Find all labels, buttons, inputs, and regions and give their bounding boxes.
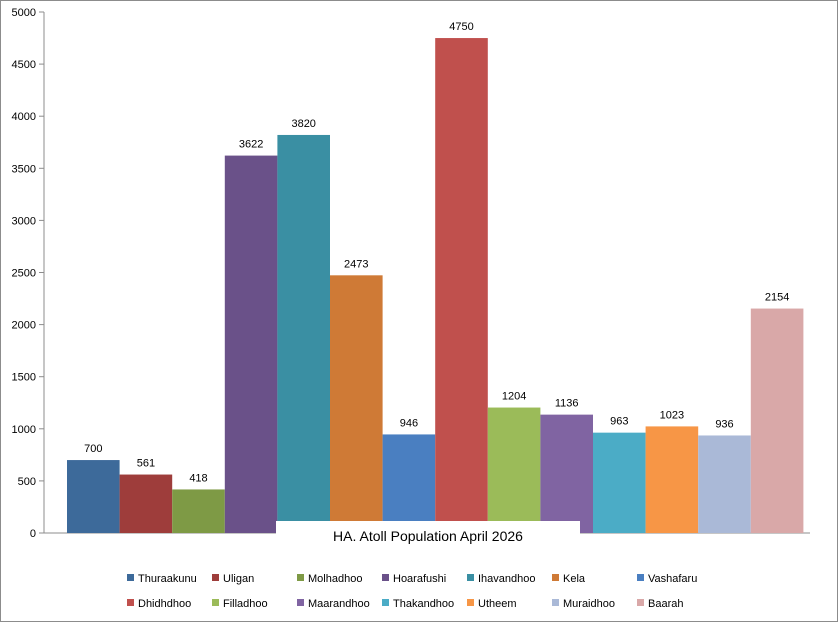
- data-label-filladhoo: 1204: [502, 391, 526, 403]
- data-label-kela: 2473: [344, 258, 368, 270]
- data-label-molhadhoo: 418: [189, 472, 207, 484]
- title-background: [276, 521, 580, 551]
- bar-ihavandhoo: [277, 134, 330, 533]
- data-label-thakandhoo: 963: [610, 416, 628, 428]
- chart-title: HA. Atoll Population April 2026: [333, 528, 523, 544]
- data-label-thuraakunu: 700: [84, 443, 102, 455]
- legend-label-dhidhdhoo: Dhidhdhoo: [138, 598, 191, 610]
- bar-utheem: [645, 426, 699, 533]
- legend-swatch-baarah: [637, 599, 644, 606]
- legend-label-uligan: Uligan: [223, 573, 254, 585]
- data-label-vashafaru: 946: [400, 417, 418, 429]
- data-labels: 700 561 418 3622 3820 2473 946 4750 1204 1136 963 1…: [84, 21, 789, 484]
- bar-molhadhoo: [172, 489, 225, 533]
- legend-swatch-thuraakunu: [127, 574, 134, 581]
- legend-label-molhadhoo: Molhadhoo: [308, 573, 362, 585]
- legend-swatch-thakandhoo: [382, 599, 389, 606]
- bar-dhidhdhoo: [435, 38, 488, 534]
- bar-thakandhoo: [593, 432, 646, 533]
- legend-swatch-utheem: [467, 599, 474, 606]
- legend-label-kela: Kela: [563, 573, 586, 585]
- data-label-baarah: 2154: [765, 292, 789, 304]
- legend-label-thuraakunu: Thuraakunu: [138, 573, 197, 585]
- legend-swatch-hoarafushi: [382, 574, 389, 581]
- legend-swatch-muraidhoo: [552, 599, 559, 606]
- y-tick-label: 2000: [12, 320, 36, 332]
- legend-swatch-kela: [552, 574, 559, 581]
- bar-vashafaru: [382, 434, 436, 533]
- y-tick-label: 2500: [12, 268, 36, 280]
- y-tick-label: 3500: [12, 163, 36, 175]
- bar-kela: [330, 275, 383, 533]
- legend-swatch-filladhoo: [212, 599, 219, 606]
- y-tick-label: 500: [18, 476, 36, 488]
- legend-swatch-maarandhoo: [297, 599, 304, 606]
- bar-thuraakunu: [67, 460, 120, 533]
- legend-swatch-vashafaru: [637, 574, 644, 581]
- y-tick-label: 5000: [12, 7, 36, 19]
- legend-label-thakandhoo: Thakandhoo: [393, 598, 454, 610]
- data-label-hoarafushi: 3622: [239, 139, 263, 151]
- bars: [67, 38, 804, 534]
- y-tick-label: 3000: [12, 215, 36, 227]
- legend-swatch-dhidhdhoo: [127, 599, 134, 606]
- legend-label-filladhoo: Filladhoo: [223, 598, 268, 610]
- bar-uligan: [119, 474, 173, 533]
- legend-label-baarah: Baarah: [648, 598, 683, 610]
- legend-swatch-ihavandhoo: [467, 574, 474, 581]
- y-tick-label: 0: [30, 528, 36, 540]
- y-tick-label: 4500: [12, 59, 36, 71]
- bar-hoarafushi: [224, 155, 278, 534]
- legend-label-muraidhoo: Muraidhoo: [563, 598, 615, 610]
- data-label-maarandhoo: 1136: [555, 398, 579, 410]
- data-label-ihavandhoo: 3820: [291, 118, 315, 130]
- legend-label-utheem: Utheem: [478, 598, 517, 610]
- data-label-uligan: 561: [137, 458, 155, 470]
- y-tick-label: 4000: [12, 111, 36, 123]
- bar-maarandhoo: [540, 414, 593, 533]
- data-label-utheem: 1023: [660, 409, 684, 421]
- legend-label-hoarafushi: Hoarafushi: [393, 573, 446, 585]
- bar-filladhoo: [487, 407, 541, 533]
- data-label-dhidhdhoo: 4750: [449, 21, 473, 33]
- bar-muraidhoo: [698, 435, 751, 533]
- data-label-muraidhoo: 936: [715, 418, 733, 430]
- legend-label-maarandhoo: Maarandhoo: [308, 598, 370, 610]
- legend: Thuraakunu Uligan Molhadhoo Hoarafushi Ihava…: [127, 573, 697, 610]
- legend-label-ihavandhoo: Ihavandhoo: [478, 573, 536, 585]
- bar-baarah: [750, 308, 804, 533]
- legend-swatch-uligan: [212, 574, 219, 581]
- legend-label-vashafaru: Vashafaru: [648, 573, 697, 585]
- y-tick-label: 1500: [12, 372, 36, 384]
- y-tick-label: 1000: [12, 424, 36, 436]
- legend-swatch-molhadhoo: [297, 574, 304, 581]
